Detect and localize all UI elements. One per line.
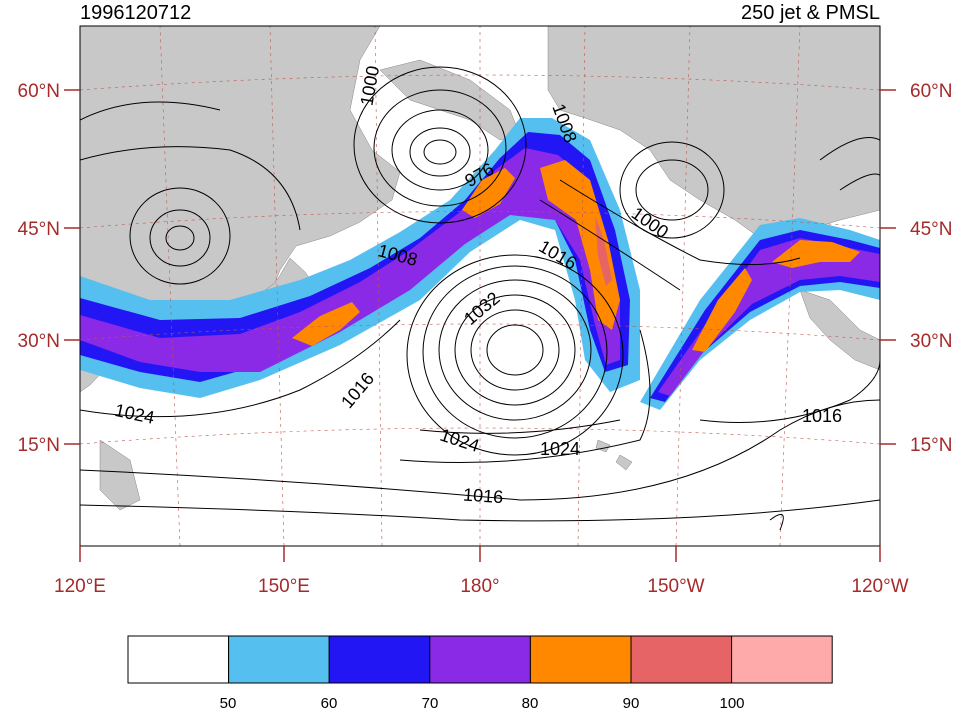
jet-stream-shading — [80, 118, 880, 410]
lat-label: 15°N — [910, 435, 952, 456]
colorbar — [127, 635, 833, 684]
colorbar-label: 60 — [321, 695, 338, 711]
contour-label: 1016 — [337, 369, 378, 413]
longitude-axis — [79, 546, 881, 562]
latitude-labels-left: 60°N 45°N 30°N 15°N — [18, 81, 60, 456]
contour-label: 1000 — [628, 203, 672, 242]
lat-label: 60°N — [910, 81, 952, 102]
jet-core-80-center — [462, 168, 515, 218]
contour-label: 1024 — [540, 439, 580, 459]
colorbar-box — [731, 635, 833, 684]
colorbar-box — [630, 635, 733, 684]
lon-label: 150°W — [647, 576, 704, 597]
jet-band-70-east — [658, 238, 880, 396]
lat-label: 15°N — [18, 435, 60, 456]
date-title: 1996120712 — [80, 2, 192, 24]
sakhalin-kamchatka — [379, 59, 521, 141]
colorbar-label: 100 — [719, 695, 744, 711]
lon-label: 180° — [460, 576, 499, 597]
colorbar-label: 50 — [220, 695, 237, 711]
map-content: 1000 1008 976 1016 1000 1032 1008 1016 1… — [80, 26, 880, 546]
contour-label: 1000 — [356, 64, 383, 107]
lon-label: 120°W — [851, 576, 908, 597]
lat-label: 30°N — [18, 331, 60, 352]
jet-core-80-west — [292, 302, 360, 346]
colorbar-box — [529, 635, 632, 684]
high-pressure-center — [486, 324, 544, 376]
colorbar-box — [429, 635, 531, 684]
latitude-axis — [64, 89, 896, 445]
jet-core-80-east — [692, 240, 860, 352]
lat-label: 45°N — [910, 219, 952, 240]
hawaii-islands — [595, 439, 633, 471]
baja-coast — [799, 289, 880, 371]
colorbar-labels: 50 60 70 80 90 100 — [220, 695, 745, 711]
jet-core-80-trough — [540, 160, 620, 330]
contour-label: 1032 — [460, 288, 504, 329]
colorbar-label: 70 — [422, 695, 439, 711]
graticule — [80, 26, 880, 546]
lat-label: 45°N — [18, 219, 60, 240]
lat-label: 60°N — [18, 81, 60, 102]
contour-label: 1024 — [113, 400, 156, 428]
lon-label: 150°E — [258, 576, 310, 597]
low-pressure-center — [423, 139, 457, 165]
pressure-contours — [80, 66, 880, 531]
colorbar-box — [328, 635, 431, 684]
lat-label: 30°N — [910, 331, 952, 352]
philippines — [99, 439, 141, 511]
chart-title: 250 jet & PMSL — [741, 2, 880, 24]
colorbar-box — [127, 635, 230, 684]
latitude-labels-right: 60°N 45°N 30°N 15°N — [910, 81, 952, 456]
colorbar-box — [228, 635, 330, 684]
colorbar-label: 80 — [522, 695, 539, 711]
lon-label: 120°E — [54, 576, 106, 597]
jet-core-90 — [595, 215, 612, 286]
colorbar-label: 90 — [623, 695, 640, 711]
longitude-labels: 120°E 150°E 180° 150°W 120°W — [54, 576, 909, 597]
contour-label: 1016 — [462, 484, 503, 507]
contour-label: 1016 — [802, 406, 842, 426]
north-america — [547, 26, 880, 239]
